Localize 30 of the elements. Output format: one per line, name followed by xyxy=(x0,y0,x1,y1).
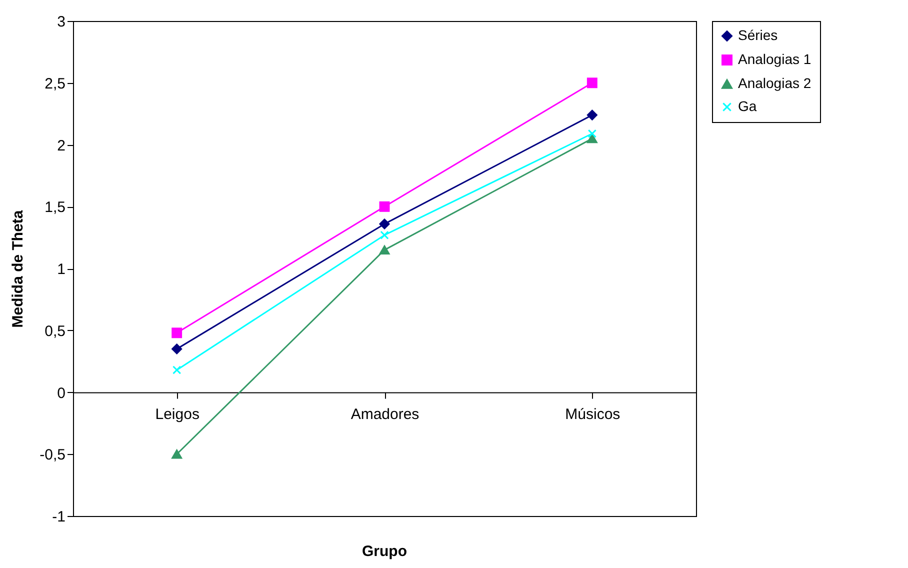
legend-label: Analogias 1 xyxy=(738,51,812,67)
y-tick-label: 3 xyxy=(57,14,66,30)
x-tick-label: Amadores xyxy=(350,406,420,423)
legend-label: Ga xyxy=(738,98,757,114)
point xyxy=(586,110,598,120)
x-tick-label: Leigos xyxy=(155,406,200,423)
legend-label: Séries xyxy=(738,27,778,43)
y-tick-label: 1 xyxy=(57,261,66,278)
y-tick-label: 0,5 xyxy=(44,322,66,340)
y-tick-label: 0 xyxy=(57,384,66,402)
point xyxy=(172,366,182,374)
point xyxy=(588,129,596,138)
point xyxy=(586,134,598,144)
point xyxy=(379,245,390,255)
point xyxy=(172,328,182,338)
y-tick-label: 1,5 xyxy=(44,199,66,216)
y-tick-label: -0,5 xyxy=(40,446,66,464)
y-tick-label: -1 xyxy=(52,508,66,526)
y-tick-label: 2 xyxy=(57,137,66,154)
point xyxy=(172,450,182,459)
point xyxy=(380,230,389,240)
x-tick-label: Músicos xyxy=(565,406,620,423)
point xyxy=(379,201,390,212)
point xyxy=(379,218,390,230)
y-tick-label: 2,5 xyxy=(44,75,66,92)
legend-label: Analogias 2 xyxy=(738,75,812,91)
y-axis-title: Medida de Theta xyxy=(10,210,27,328)
point xyxy=(586,78,598,88)
point xyxy=(172,344,182,354)
x-axis-title: Grupo xyxy=(362,543,407,560)
